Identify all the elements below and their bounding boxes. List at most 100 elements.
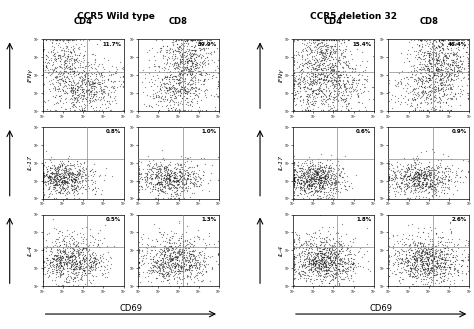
Point <box>424 265 432 270</box>
Point <box>155 164 162 169</box>
Point <box>322 69 330 74</box>
Point <box>401 266 408 272</box>
Point <box>73 273 81 278</box>
Point <box>68 170 75 175</box>
Point <box>177 266 184 271</box>
Point <box>141 186 149 191</box>
Point <box>427 253 434 258</box>
Point <box>66 257 73 263</box>
Point <box>165 265 173 270</box>
Point <box>181 268 189 273</box>
Point <box>442 53 449 58</box>
Point <box>91 255 98 260</box>
Point <box>447 89 455 95</box>
Point <box>89 258 96 263</box>
Point <box>439 54 447 60</box>
Point <box>210 241 218 247</box>
Point <box>99 251 107 257</box>
Point <box>155 171 162 176</box>
Point <box>40 194 47 200</box>
Point <box>95 72 103 77</box>
Point <box>180 72 187 77</box>
Point <box>173 81 180 86</box>
Point <box>178 84 185 89</box>
Point <box>334 189 342 194</box>
Point <box>185 259 192 264</box>
Point <box>69 171 76 176</box>
Point <box>308 256 315 262</box>
Point <box>144 268 152 273</box>
Point <box>57 70 64 75</box>
Point <box>85 87 92 92</box>
Point <box>326 164 333 169</box>
Point <box>195 277 202 282</box>
Point <box>191 67 199 73</box>
Point <box>163 73 171 78</box>
Point <box>92 261 100 266</box>
Point <box>170 248 178 253</box>
Point <box>306 254 313 259</box>
Point <box>314 171 322 177</box>
Point <box>188 257 195 262</box>
Point <box>396 191 404 196</box>
Point <box>406 274 413 279</box>
Point <box>309 257 317 262</box>
Point <box>169 82 177 88</box>
Point <box>308 250 315 255</box>
Point <box>327 38 335 43</box>
Point <box>198 73 205 78</box>
Point <box>197 81 204 87</box>
Point <box>54 50 61 55</box>
Point <box>174 163 182 168</box>
Point <box>175 77 183 83</box>
Point <box>188 168 196 174</box>
Point <box>440 271 447 276</box>
Point <box>149 93 157 99</box>
Point <box>320 69 328 75</box>
Point <box>144 161 152 166</box>
Point <box>180 265 187 270</box>
Point <box>183 169 191 174</box>
Point <box>74 240 82 245</box>
Point <box>109 98 116 104</box>
Point <box>396 269 403 274</box>
Point <box>190 260 198 265</box>
Point <box>417 171 425 176</box>
Point <box>170 91 178 96</box>
Point <box>72 270 80 276</box>
Point <box>143 174 150 179</box>
Point <box>412 255 420 261</box>
Point <box>53 64 61 69</box>
Point <box>162 173 170 179</box>
Point <box>328 77 336 83</box>
Point <box>201 264 209 269</box>
Point <box>76 247 84 252</box>
Point <box>43 167 51 172</box>
Point <box>51 252 59 258</box>
Point <box>290 183 298 188</box>
Point <box>399 251 406 256</box>
Point <box>173 77 181 82</box>
Point <box>179 244 186 250</box>
Point <box>308 186 315 191</box>
Point <box>62 167 70 173</box>
Point <box>417 257 425 263</box>
Point <box>70 78 77 84</box>
Point <box>143 166 150 171</box>
Point <box>324 79 331 84</box>
Point <box>174 192 182 198</box>
Point <box>409 273 417 278</box>
Point <box>58 262 65 267</box>
Point <box>414 162 422 167</box>
Point <box>147 180 155 185</box>
Point <box>312 168 320 173</box>
Point <box>314 251 322 256</box>
Point <box>333 269 341 275</box>
Point <box>75 172 83 177</box>
Point <box>59 45 67 50</box>
Point <box>432 264 439 269</box>
Point <box>334 258 341 263</box>
Point <box>135 240 143 245</box>
Point <box>193 38 201 43</box>
Point <box>428 252 436 257</box>
